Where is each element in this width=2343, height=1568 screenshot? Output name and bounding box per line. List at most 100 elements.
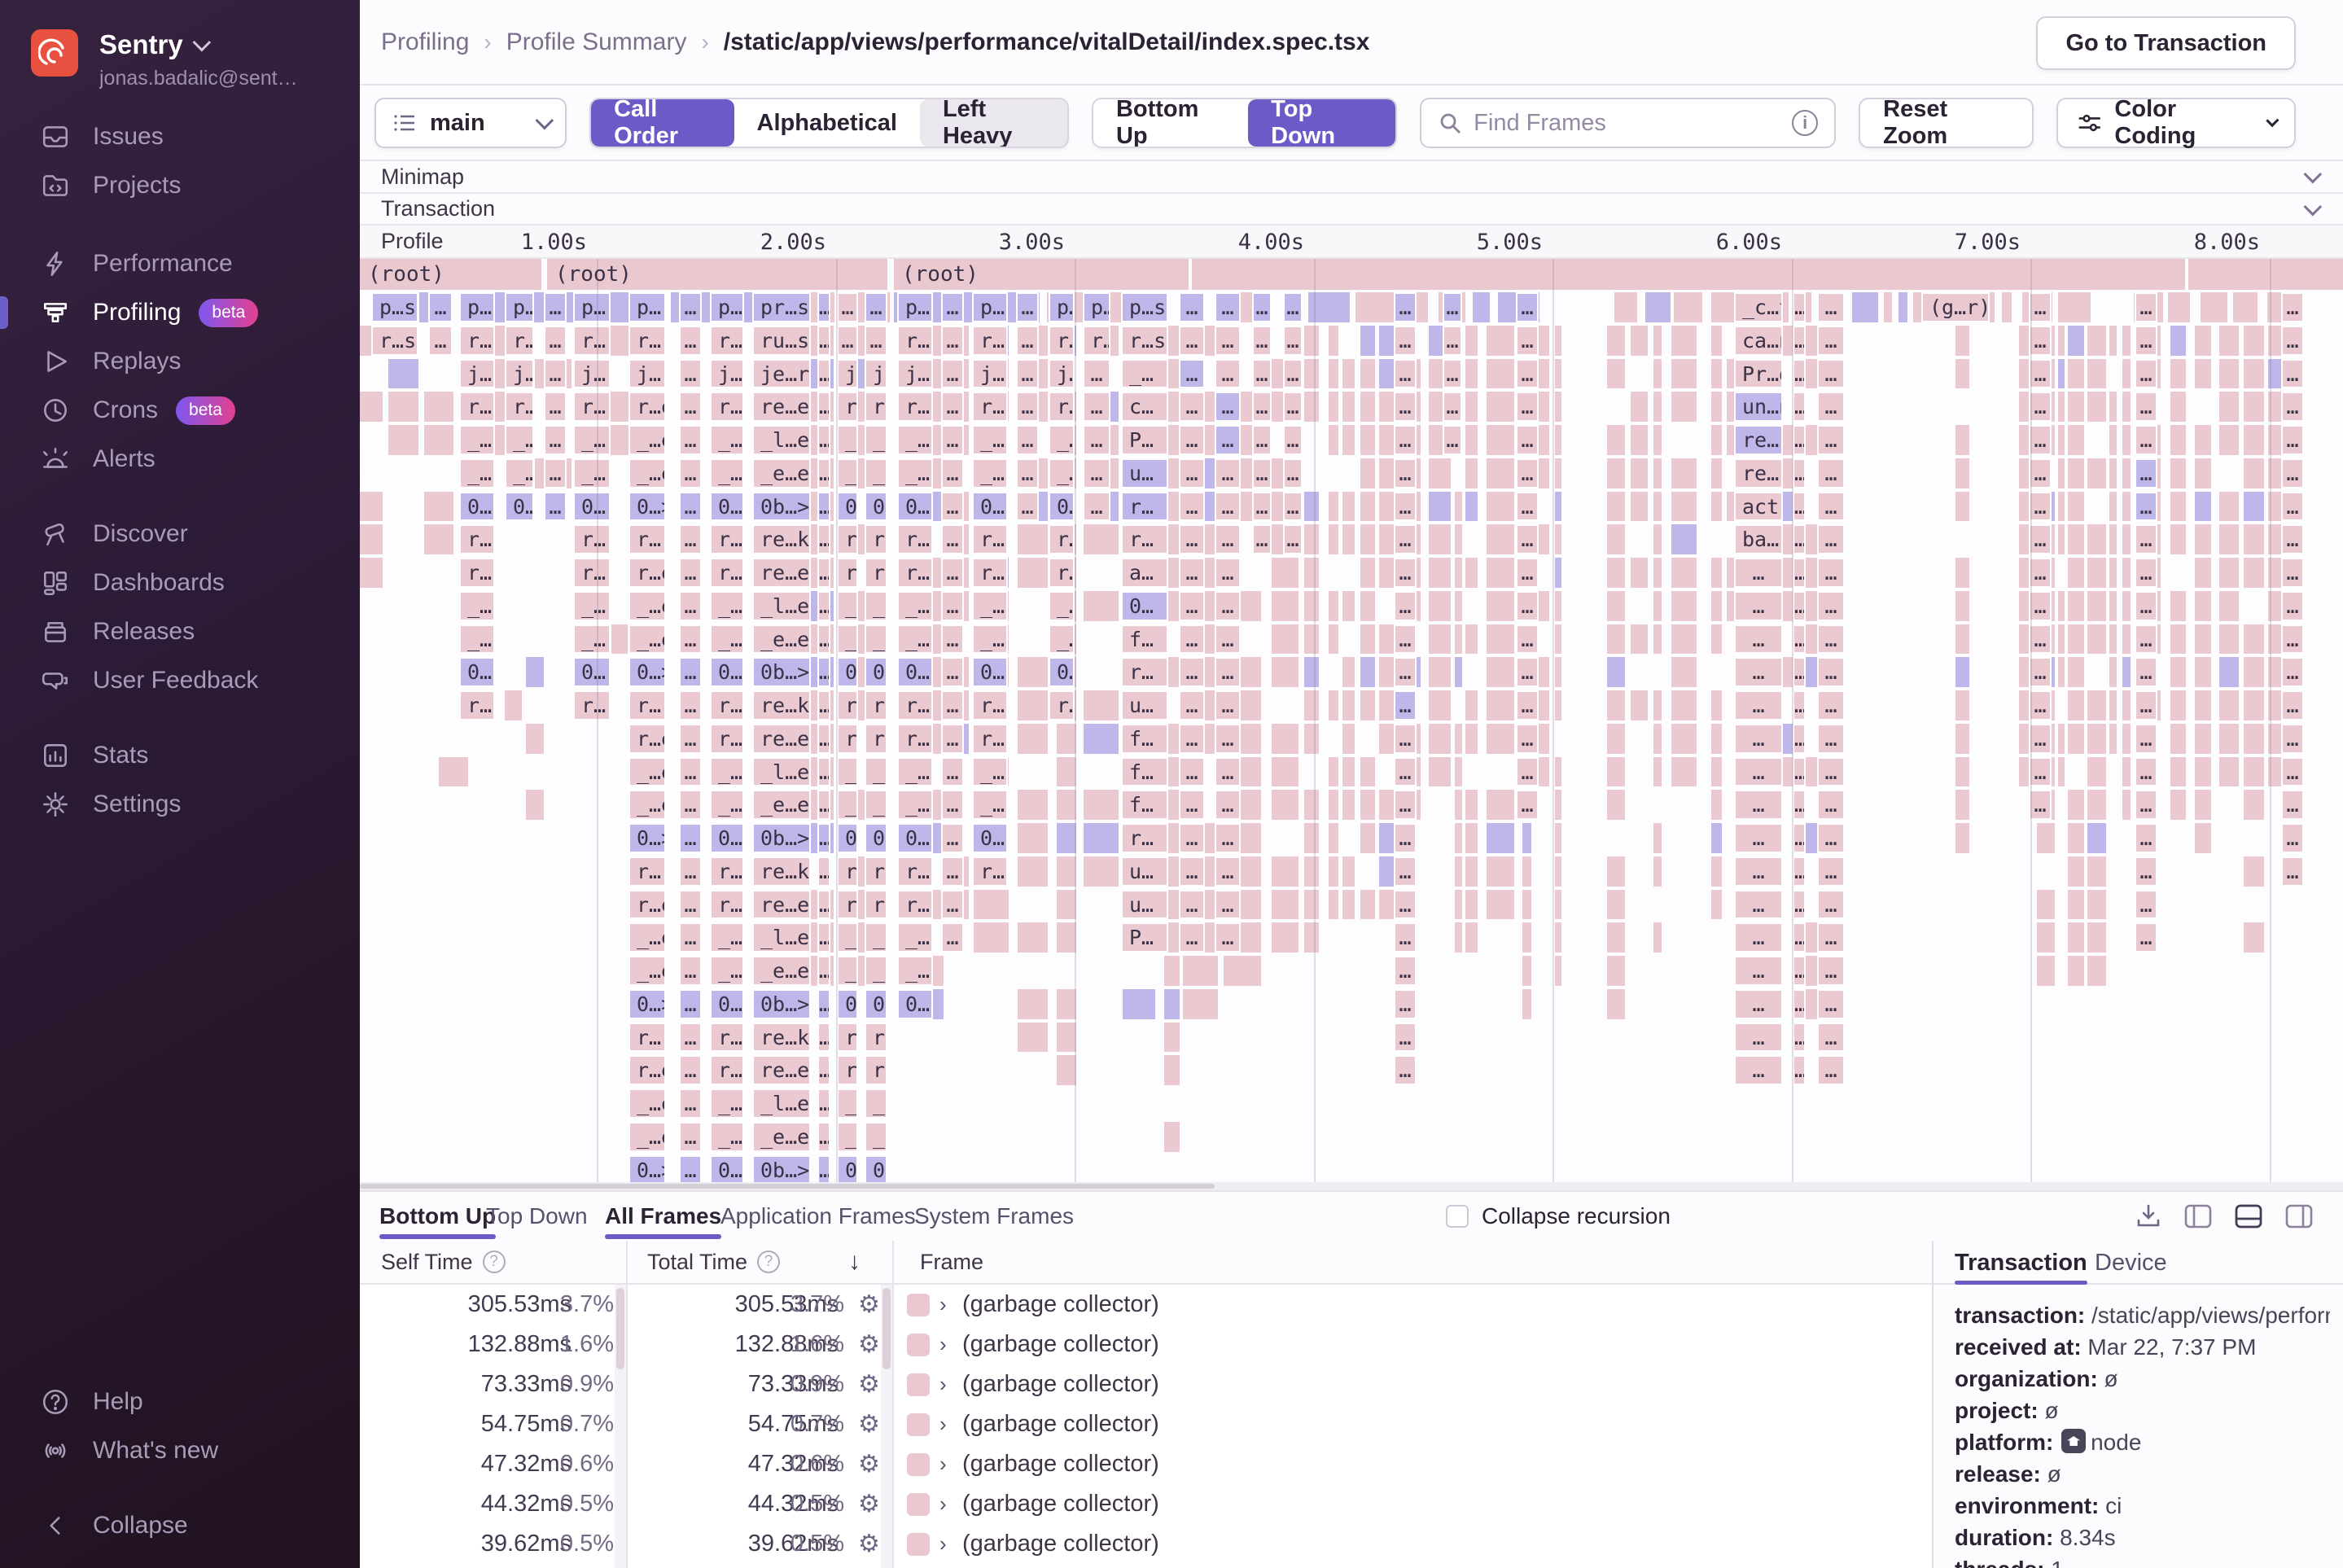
flame-frame[interactable] xyxy=(1955,425,1969,455)
flame-frame[interactable] xyxy=(1429,524,1451,554)
flame-frame[interactable] xyxy=(1465,458,1478,488)
thread-select[interactable]: main xyxy=(374,98,567,148)
flame-frame[interactable] xyxy=(1342,524,1355,554)
flame-frame[interactable]: _… xyxy=(865,1088,887,1119)
flame-frame[interactable]: … xyxy=(679,757,702,787)
flame-frame[interactable] xyxy=(2019,326,2029,356)
flame-frame[interactable] xyxy=(1272,790,1299,820)
flame-frame[interactable]: … xyxy=(941,326,964,356)
flame-frame[interactable]: … xyxy=(1394,591,1417,621)
flame-frame[interactable]: _… xyxy=(865,790,887,820)
flame-frame[interactable]: … xyxy=(2029,425,2052,455)
flame-frame[interactable]: _… xyxy=(972,790,1008,820)
flame-frame[interactable]: 0… xyxy=(573,657,611,687)
flame-frame[interactable]: re…r xyxy=(1734,458,1783,488)
flame-frame[interactable]: … xyxy=(1215,359,1241,389)
flame-frame[interactable]: … xyxy=(2281,492,2304,522)
flame-frame[interactable] xyxy=(1898,292,1907,322)
flame-frame[interactable] xyxy=(1304,856,1319,887)
flame-frame[interactable]: … xyxy=(817,591,830,621)
flame-frame[interactable] xyxy=(2219,492,2239,522)
flame-frame[interactable]: … xyxy=(2029,524,2052,554)
flame-frame[interactable] xyxy=(439,757,468,787)
flame-frame[interactable] xyxy=(526,657,545,687)
flame-frame[interactable] xyxy=(2058,359,2065,389)
flame-frame[interactable] xyxy=(2122,492,2131,522)
flame-frame[interactable]: f… xyxy=(1121,624,1168,655)
reset-zoom-button[interactable]: Reset Zoom xyxy=(1859,98,2034,148)
flame-frame[interactable]: 0…> xyxy=(710,1155,744,1185)
flame-frame[interactable] xyxy=(1018,856,1048,887)
flame-frame[interactable]: r… xyxy=(459,690,495,720)
flame-frame[interactable] xyxy=(1183,956,1217,986)
flame-frame[interactable]: … xyxy=(1179,425,1205,455)
flame-frame[interactable]: … xyxy=(941,292,964,322)
flame-frame[interactable] xyxy=(2170,392,2185,422)
flame-frame[interactable]: _…e xyxy=(710,624,744,655)
flame-frame[interactable]: … xyxy=(1793,458,1806,488)
flame-frame[interactable]: … xyxy=(1817,425,1845,455)
flame-frame[interactable] xyxy=(2068,823,2083,853)
flame-frame[interactable] xyxy=(2195,657,2211,687)
flame-frame[interactable]: … xyxy=(1179,856,1205,887)
flame-frame[interactable]: … xyxy=(1179,591,1205,621)
flame-frame[interactable]: … xyxy=(1083,392,1110,422)
flame-frame[interactable] xyxy=(1465,492,1478,522)
flame-frame[interactable]: _e…e xyxy=(752,956,811,986)
tab-top-down[interactable]: Top Down xyxy=(486,1192,588,1241)
flame-frame[interactable] xyxy=(1555,922,1561,953)
flame-frame[interactable]: re…r xyxy=(1734,425,1783,455)
flame-frame[interactable] xyxy=(2068,558,2083,588)
flame-frame[interactable]: … xyxy=(2281,292,2304,322)
flame-frame[interactable] xyxy=(1329,890,1338,920)
flame-frame[interactable] xyxy=(1057,790,1076,820)
flame-frame[interactable] xyxy=(1671,326,1697,356)
flame-frame[interactable] xyxy=(1084,690,1119,720)
flame-frame[interactable] xyxy=(2087,458,2106,488)
flame-frame[interactable] xyxy=(1555,790,1561,820)
flame-frame[interactable] xyxy=(1018,657,1048,687)
flame-frame[interactable] xyxy=(1955,724,1969,754)
flame-frame[interactable] xyxy=(2058,492,2065,522)
tab-system-frames[interactable]: System Frames xyxy=(914,1192,1074,1241)
flame-frame[interactable]: … xyxy=(1793,757,1806,787)
flame-frame[interactable] xyxy=(2219,624,2239,655)
flame-frame[interactable] xyxy=(2219,326,2239,356)
flame-frame[interactable] xyxy=(1852,292,1878,322)
flame-frame[interactable]: _… xyxy=(972,458,1008,488)
flame-frame[interactable]: … xyxy=(1394,492,1417,522)
flame-frame[interactable]: r… xyxy=(1049,690,1075,720)
flame-frame[interactable]: _… xyxy=(865,922,887,953)
flame-frame[interactable] xyxy=(2244,624,2264,655)
flame-frame[interactable] xyxy=(1465,359,1478,389)
flame-frame[interactable] xyxy=(1018,558,1048,588)
flame-frame[interactable]: _e…e xyxy=(752,790,811,820)
flame-frame[interactable]: r… xyxy=(459,392,495,422)
flame-frame[interactable] xyxy=(2037,890,2055,920)
flame-frame[interactable]: … xyxy=(817,1155,830,1185)
flame-frame[interactable] xyxy=(1487,392,1514,422)
flame-frame[interactable] xyxy=(1304,326,1319,356)
flame-frame[interactable]: … xyxy=(1734,890,1783,920)
flame-frame[interactable] xyxy=(2068,591,2083,621)
flame-frame[interactable]: r…e xyxy=(710,558,744,588)
flame-frame[interactable] xyxy=(933,956,944,986)
flame-frame[interactable] xyxy=(2122,392,2131,422)
flame-frame[interactable]: … xyxy=(817,823,830,853)
flame-frame[interactable]: P… xyxy=(1121,922,1168,953)
flame-frame[interactable] xyxy=(360,524,383,554)
flame-frame[interactable]: p… xyxy=(897,292,933,322)
self-time-scrollbar[interactable] xyxy=(615,1285,626,1568)
flame-frame[interactable]: … xyxy=(1817,922,1845,953)
flame-frame[interactable] xyxy=(1304,690,1319,720)
flame-frame[interactable]: … xyxy=(544,326,567,356)
flame-frame[interactable] xyxy=(1304,524,1319,554)
expand-chevron-icon[interactable]: › xyxy=(939,1332,947,1357)
breadcrumb-profiling[interactable]: Profiling xyxy=(381,28,469,56)
flame-frame[interactable]: r… xyxy=(628,856,666,887)
flame-frame[interactable]: _…e xyxy=(628,624,666,655)
flame-frame[interactable]: r… xyxy=(573,690,611,720)
flame-frame[interactable] xyxy=(1607,724,1625,754)
flame-frame[interactable]: r… xyxy=(459,326,495,356)
flame-frame[interactable] xyxy=(1614,292,1637,322)
